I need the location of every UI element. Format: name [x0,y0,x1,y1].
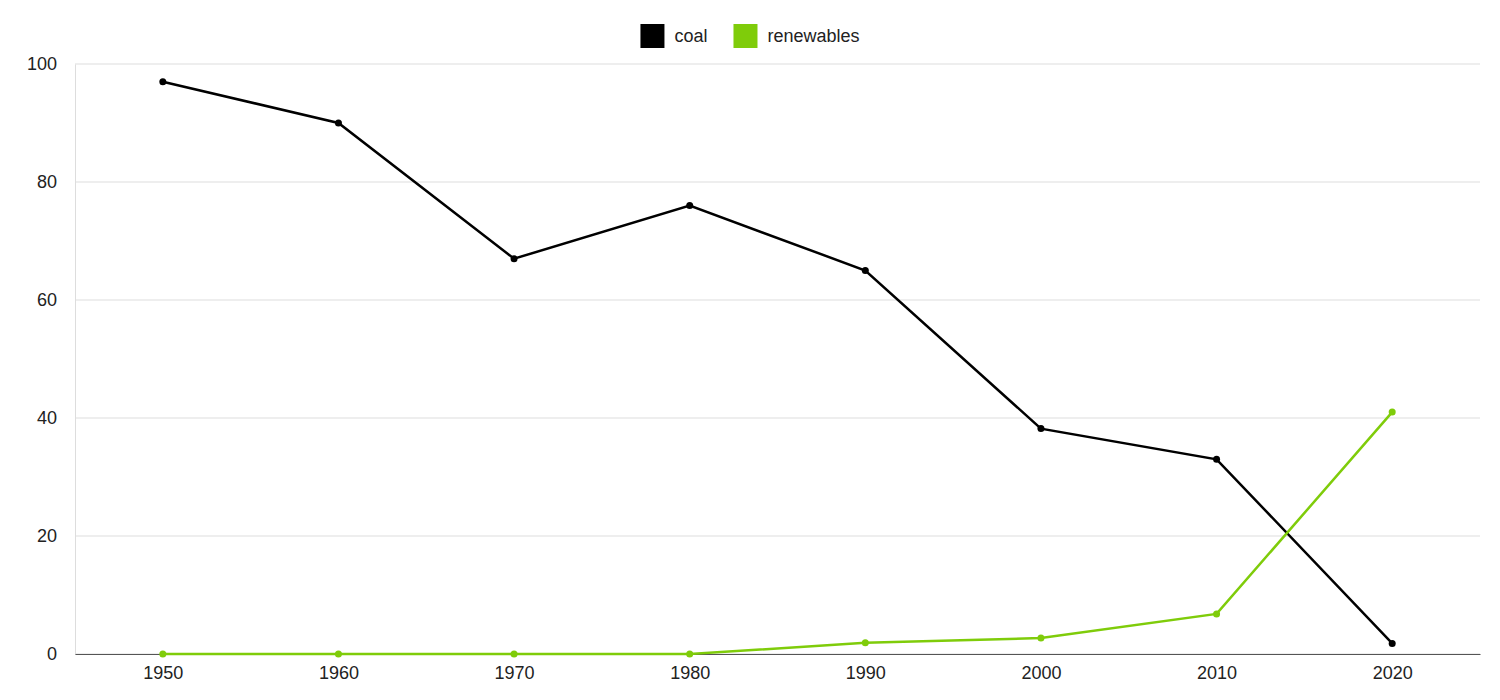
legend-item: coal [640,24,707,48]
legend-swatch [733,24,757,48]
chart: 0 20 40 60 80 100 1950 1960 1970 1980 1990 2000 2010… [0,0,1500,700]
legend-label: coal [674,26,707,46]
y-tick: 40 [37,408,75,428]
legend: coal renewables [640,24,859,48]
x-tick-label: 2000 [1021,663,1061,683]
x-tick-label: 1970 [495,663,535,683]
y-axis-line [75,65,76,655]
x-tick: 2000 [1021,654,1061,683]
series-marker [862,639,869,646]
y-tick-label: 20 [37,526,57,546]
y-tick-label: 40 [37,408,57,428]
series-marker [1037,425,1044,432]
legend-swatch [640,24,664,48]
x-tick: 2010 [1197,654,1237,683]
y-tick-label: 80 [37,172,57,192]
series-marker [686,651,693,658]
y-tick: 100 [27,54,75,74]
x-tick-label: 1950 [143,663,183,683]
x-tick-label: 1960 [319,663,359,683]
y-tick-label: 100 [27,54,57,74]
series-line [163,82,1392,644]
series-marker [159,78,166,85]
series-line [163,412,1392,654]
x-tick: 1960 [319,654,359,683]
x-tick: 1970 [495,654,535,683]
x-axis: 1950 1960 1970 1980 1990 2000 2010 2020 [76,654,1481,683]
series-marker [511,255,518,262]
series-marker [1213,610,1220,617]
grid-line [75,418,1480,419]
series-marker [1389,640,1396,647]
x-tick-label: 2020 [1373,663,1413,683]
x-tick-label: 1980 [670,663,710,683]
series-marker [335,651,342,658]
y-tick: 20 [37,526,75,546]
series-marker [1213,456,1220,463]
y-tick: 0 [47,644,75,664]
legend-item: renewables [733,24,859,48]
y-tick-label: 60 [37,290,57,310]
series-marker [862,267,869,274]
legend-label: renewables [767,26,859,46]
series-marker [1389,409,1396,416]
x-tick-label: 1990 [846,663,886,683]
y-tick-label: 0 [47,644,57,664]
x-tick: 1950 [143,654,183,683]
y-tick: 80 [37,172,75,192]
series-marker [1037,635,1044,642]
series-marker [511,651,518,658]
x-tick-label: 2010 [1197,663,1237,683]
grid [75,64,1480,654]
y-tick: 60 [37,290,75,310]
x-tick: 1980 [670,654,710,683]
y-axis: 0 20 40 60 80 100 [27,54,76,664]
x-tick: 1990 [846,654,886,683]
grid-line [75,536,1480,537]
series-marker [686,202,693,209]
grid-line [75,300,1480,301]
series-marker [159,651,166,658]
grid-line [75,182,1480,183]
grid-line [75,64,1480,65]
series-marker [335,120,342,127]
x-tick: 2020 [1373,654,1413,683]
plot-area [159,78,1395,657]
